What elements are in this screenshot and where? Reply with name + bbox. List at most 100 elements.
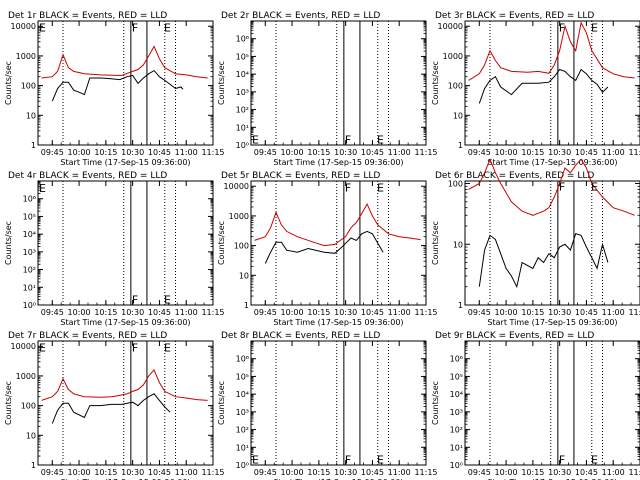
plot-frame xyxy=(37,340,214,466)
events-series-line xyxy=(478,68,609,104)
y-tick-label: 10³ xyxy=(236,88,249,97)
y-tick-label: 10⁵ xyxy=(23,212,36,221)
detector-panel-6: Det 6r BLACK = Events, RED = LLD Counts/s… xyxy=(431,157,640,327)
y-tick-label: 10000 xyxy=(11,22,36,31)
lld-series-line xyxy=(468,21,635,81)
x-tick-label: 09:45 xyxy=(254,148,277,157)
x-tick-label: 10:00 xyxy=(68,148,91,157)
y-tick-label: 10 xyxy=(26,431,36,440)
x-tick-label: 10:45 xyxy=(148,148,171,157)
x-tick-label: 10:15 xyxy=(94,148,117,157)
x-axis-label: Start Time (17-Sep-15 09:36:00) xyxy=(487,158,617,167)
x-tick-label: 11:00 xyxy=(602,148,625,157)
y-tick-label: 10 xyxy=(239,271,249,280)
attenuator-marker-label: E xyxy=(377,182,384,195)
x-tick-label: 09:45 xyxy=(254,308,277,317)
attenuator-marker-label: F xyxy=(559,22,565,35)
y-tick-label: 10¹ xyxy=(23,283,36,292)
panel-title: Det 6r BLACK = Events, RED = LLD xyxy=(435,171,594,181)
x-tick-label: 11:15 xyxy=(201,308,224,317)
plot-frame xyxy=(464,180,640,306)
attenuator-marker-label: F xyxy=(132,294,138,307)
y-tick-label: 10² xyxy=(236,106,249,115)
x-tick-label: 10:45 xyxy=(575,468,598,477)
y-axis-label: Counts/sec xyxy=(431,221,440,265)
y-tick-label: 1 xyxy=(31,461,36,470)
y-tick-label: 1000 xyxy=(229,212,249,221)
x-tick-label: 10:15 xyxy=(521,468,544,477)
y-tick-label: 10⁵ xyxy=(236,52,249,61)
panel-title: Det 5r BLACK = Events, RED = LLD xyxy=(221,171,380,181)
x-tick-label: 09:45 xyxy=(468,468,491,477)
x-tick-label: 10:45 xyxy=(148,468,171,477)
y-tick-label: 100 xyxy=(21,402,36,411)
attenuator-marker-label: F xyxy=(132,342,138,355)
y-tick-label: 10⁶ xyxy=(450,355,463,364)
lld-series-line xyxy=(468,157,635,216)
attenuator-marker-label: F xyxy=(345,182,351,195)
x-tick-label: 10:15 xyxy=(521,148,544,157)
x-tick-label: 09:45 xyxy=(41,148,64,157)
y-tick-label: 10 xyxy=(26,111,36,120)
attenuator-marker-label: E xyxy=(377,134,384,147)
y-tick-label: 10¹ xyxy=(236,443,249,452)
x-tick-label: 10:30 xyxy=(121,308,144,317)
x-tick-label: 11:00 xyxy=(388,308,411,317)
y-axis-label: Counts/sec xyxy=(4,381,13,425)
y-tick-label: 10 xyxy=(453,240,463,249)
x-tick-label: 10:45 xyxy=(361,148,384,157)
detector-panel-3: Det 3r BLACK = Events, RED = LLD Counts/s… xyxy=(431,11,640,167)
x-tick-label: 10:15 xyxy=(307,468,330,477)
x-tick-label: 11:00 xyxy=(175,308,198,317)
y-axis-label: Counts/sec xyxy=(217,221,226,265)
detector-panel-7: Det 7r BLACK = Events, RED = LLD Counts/s… xyxy=(4,331,225,480)
y-tick-label: 100 xyxy=(448,82,463,91)
attenuator-marker-label: E xyxy=(377,454,384,467)
y-tick-label: 10⁰ xyxy=(236,461,249,470)
y-tick-label: 1 xyxy=(244,301,249,310)
lld-series-line xyxy=(254,202,421,247)
y-tick-label: 10⁴ xyxy=(236,70,249,79)
events-series-line xyxy=(51,393,171,424)
y-tick-label: 10² xyxy=(236,426,249,435)
y-tick-label: 10¹ xyxy=(236,123,249,132)
attenuator-marker-label: E xyxy=(39,22,46,35)
x-tick-label: 10:30 xyxy=(334,468,357,477)
attenuator-marker-label: F xyxy=(132,22,138,35)
x-tick-label: 10:45 xyxy=(361,308,384,317)
plot-frame xyxy=(37,180,214,306)
attenuator-marker-label: E xyxy=(591,454,598,467)
y-axis-label: Counts/sec xyxy=(217,381,226,425)
detector-panel-5: Det 5r BLACK = Events, RED = LLD Counts/s… xyxy=(217,171,438,327)
x-tick-label: 11:00 xyxy=(388,468,411,477)
attenuator-marker-label: E xyxy=(252,454,259,467)
plot-frame xyxy=(464,340,640,466)
attenuator-marker-label: E xyxy=(252,134,259,147)
lld-series-line xyxy=(41,368,208,401)
events-series-line xyxy=(51,69,184,102)
y-tick-label: 10³ xyxy=(450,408,463,417)
x-tick-label: 10:15 xyxy=(307,308,330,317)
detector-panel-4: Det 4r BLACK = Events, RED = LLD Counts/s… xyxy=(4,171,225,327)
x-tick-label: 11:15 xyxy=(628,308,640,317)
y-tick-label: 1 xyxy=(458,301,463,310)
attenuator-marker-label: F xyxy=(345,454,351,467)
x-tick-label: 10:30 xyxy=(548,308,571,317)
x-tick-label: 11:00 xyxy=(175,148,198,157)
plot-frame xyxy=(250,180,427,306)
y-tick-label: 10000 xyxy=(438,22,463,31)
y-tick-label: 10⁴ xyxy=(450,390,463,399)
y-tick-label: 100 xyxy=(234,242,249,251)
panel-title: Det 9r BLACK = Events, RED = LLD xyxy=(435,331,594,341)
x-tick-label: 10:15 xyxy=(307,148,330,157)
attenuator-marker-label: E xyxy=(164,342,171,355)
x-tick-label: 10:00 xyxy=(495,308,518,317)
x-tick-label: 10:30 xyxy=(121,148,144,157)
x-axis-label: Start Time (17-Sep-15 09:36:00) xyxy=(60,478,190,480)
x-axis-label: Start Time (17-Sep-15 09:36:00) xyxy=(273,478,403,480)
detector-panel-2: Det 2r BLACK = Events, RED = LLD Counts/s… xyxy=(217,11,438,167)
y-tick-label: 10⁶ xyxy=(236,35,249,44)
y-axis-label: Counts/sec xyxy=(431,61,440,105)
x-tick-label: 10:30 xyxy=(121,468,144,477)
